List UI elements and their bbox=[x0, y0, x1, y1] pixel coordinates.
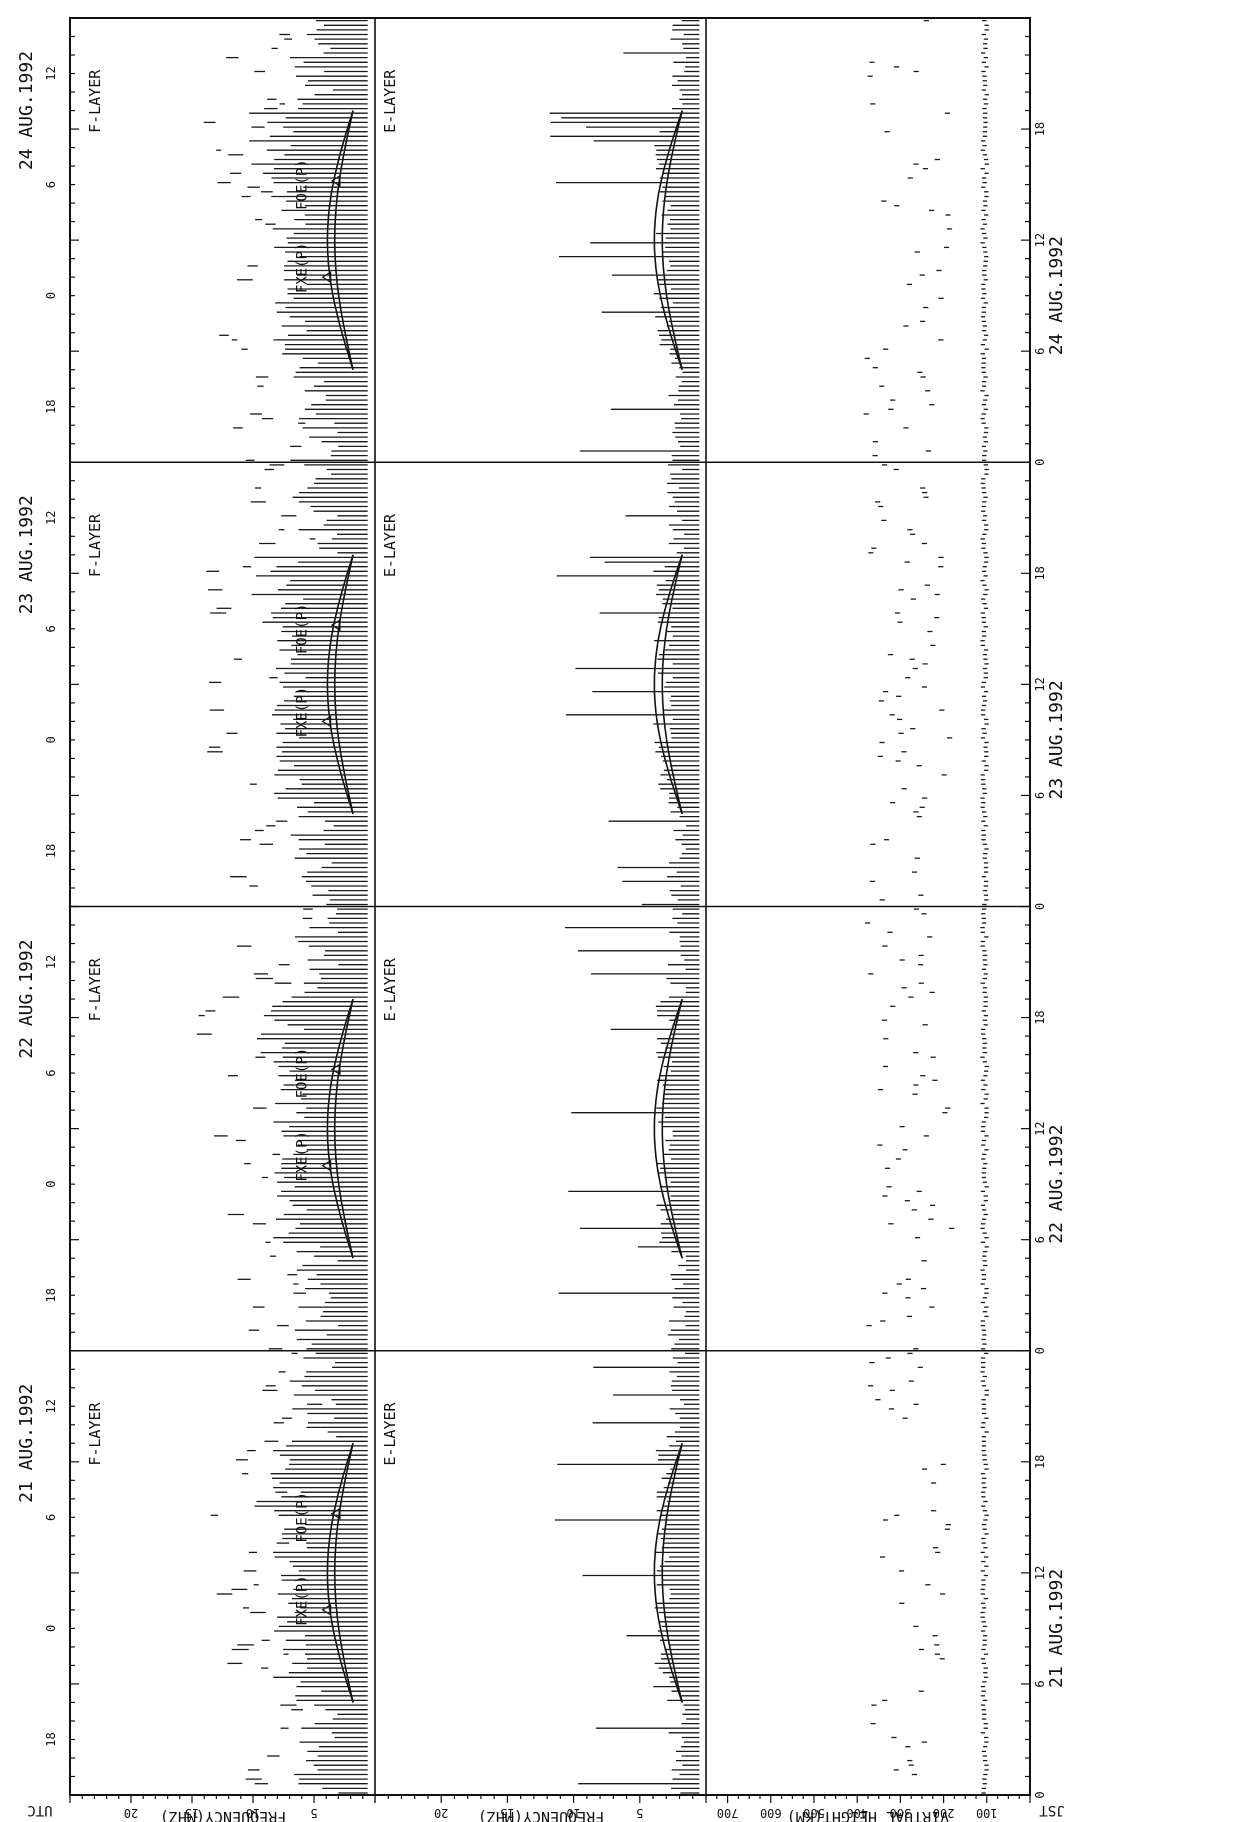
utc-tick-label: 12 bbox=[44, 1399, 58, 1413]
jst-label: JST bbox=[1039, 1802, 1065, 1818]
value-tick-label: 5 bbox=[636, 1806, 643, 1820]
jst-tick-label: 6 bbox=[1033, 1236, 1047, 1243]
f-layer-label: F-LAYER bbox=[86, 513, 104, 577]
jst-date-label: 22 AUG.1992 bbox=[1046, 1125, 1067, 1244]
jst-tick-label: 12 bbox=[1033, 233, 1047, 247]
utc-tick-label: 12 bbox=[44, 955, 58, 969]
fxe-curve-label: FXE(P) bbox=[295, 1131, 311, 1182]
jst-tick-label: 0 bbox=[1033, 459, 1047, 466]
utc-tick-label: 18 bbox=[44, 844, 58, 858]
fxe-curve-label: FXE(P) bbox=[295, 243, 311, 294]
jst-tick-label: 18 bbox=[1033, 1455, 1047, 1469]
e-layer-label: E-LAYER bbox=[381, 1401, 399, 1465]
jst-tick-label: 18 bbox=[1033, 1010, 1047, 1024]
jst-tick-label: 0 bbox=[1033, 1347, 1047, 1354]
utc-tick-label: 0 bbox=[44, 1181, 58, 1188]
f-layer-label: F-LAYER bbox=[86, 1401, 104, 1465]
utc-label: UTC bbox=[27, 1802, 52, 1818]
value-tick-label: 100 bbox=[976, 1806, 998, 1820]
jst-tick-label: 12 bbox=[1033, 677, 1047, 691]
utc-tick-label: 12 bbox=[44, 511, 58, 525]
height-axis-title: VIRTUAL HEIGHT(KM) bbox=[787, 1808, 950, 1822]
f-layer-label: F-LAYER bbox=[86, 957, 104, 1021]
utc-tick-label: 6 bbox=[44, 1069, 58, 1076]
utc-tick-label: 6 bbox=[44, 625, 58, 632]
foe-curve-label: FOE(P) bbox=[295, 159, 311, 210]
jst-date-label: 23 AUG.1992 bbox=[1046, 680, 1067, 799]
value-tick-label: 700 bbox=[717, 1806, 739, 1820]
plot-area bbox=[70, 18, 1030, 1803]
jst-tick-label: 6 bbox=[1033, 348, 1047, 355]
foe-curve-label: FOE(P) bbox=[295, 604, 311, 655]
utc-date-label: 21 AUG.1992 bbox=[16, 1384, 37, 1503]
jst-tick-label: 6 bbox=[1033, 1680, 1047, 1687]
e-layer-label: E-LAYER bbox=[381, 513, 399, 577]
utc-tick-label: 18 bbox=[44, 399, 58, 413]
jst-tick-label: 0 bbox=[1033, 903, 1047, 910]
value-tick-label: 600 bbox=[760, 1806, 782, 1820]
fxe-curve-label: FXE(P) bbox=[295, 1575, 311, 1626]
f-layer-axis-title: FREQUENCY(MHZ) bbox=[160, 1808, 286, 1822]
jst-date-label: 24 AUG.1992 bbox=[1046, 236, 1067, 355]
jst-tick-label: 6 bbox=[1033, 792, 1047, 799]
utc-tick-label: 0 bbox=[44, 292, 58, 299]
utc-tick-label: 18 bbox=[44, 1288, 58, 1302]
utc-tick-label: 12 bbox=[44, 66, 58, 80]
e-layer-axis-title: FREQUENCY(MHZ) bbox=[478, 1808, 604, 1822]
utc-tick-label: 0 bbox=[44, 736, 58, 743]
foe-curve-label: FOE(P) bbox=[295, 1048, 311, 1099]
f-layer-label: F-LAYER bbox=[86, 69, 104, 133]
utc-tick-label: 18 bbox=[44, 1732, 58, 1746]
jst-tick-label: 12 bbox=[1033, 1566, 1047, 1580]
value-tick-label: 5 bbox=[310, 1806, 317, 1820]
value-tick-label: 20 bbox=[434, 1806, 448, 1820]
fxe-curve-label: FXE(P) bbox=[295, 687, 311, 738]
jst-date-label: 21 AUG.1992 bbox=[1046, 1569, 1067, 1688]
e-layer-label: E-LAYER bbox=[381, 957, 399, 1021]
jst-tick-label: 18 bbox=[1033, 566, 1047, 580]
jst-tick-label: 12 bbox=[1033, 1121, 1047, 1135]
jst-tick-label: 0 bbox=[1033, 1791, 1047, 1798]
utc-tick-label: 0 bbox=[44, 1625, 58, 1632]
jst-tick-label: 18 bbox=[1033, 122, 1047, 136]
utc-date-label: 24 AUG.1992 bbox=[16, 51, 37, 170]
utc-date-label: 23 AUG.1992 bbox=[16, 495, 37, 614]
utc-date-label: 22 AUG.1992 bbox=[16, 939, 37, 1058]
utc-tick-label: 6 bbox=[44, 1514, 58, 1521]
value-tick-label: 20 bbox=[124, 1806, 138, 1820]
e-layer-label: E-LAYER bbox=[381, 69, 399, 133]
utc-tick-label: 6 bbox=[44, 181, 58, 188]
foe-curve-label: FOE(P) bbox=[295, 1492, 311, 1543]
